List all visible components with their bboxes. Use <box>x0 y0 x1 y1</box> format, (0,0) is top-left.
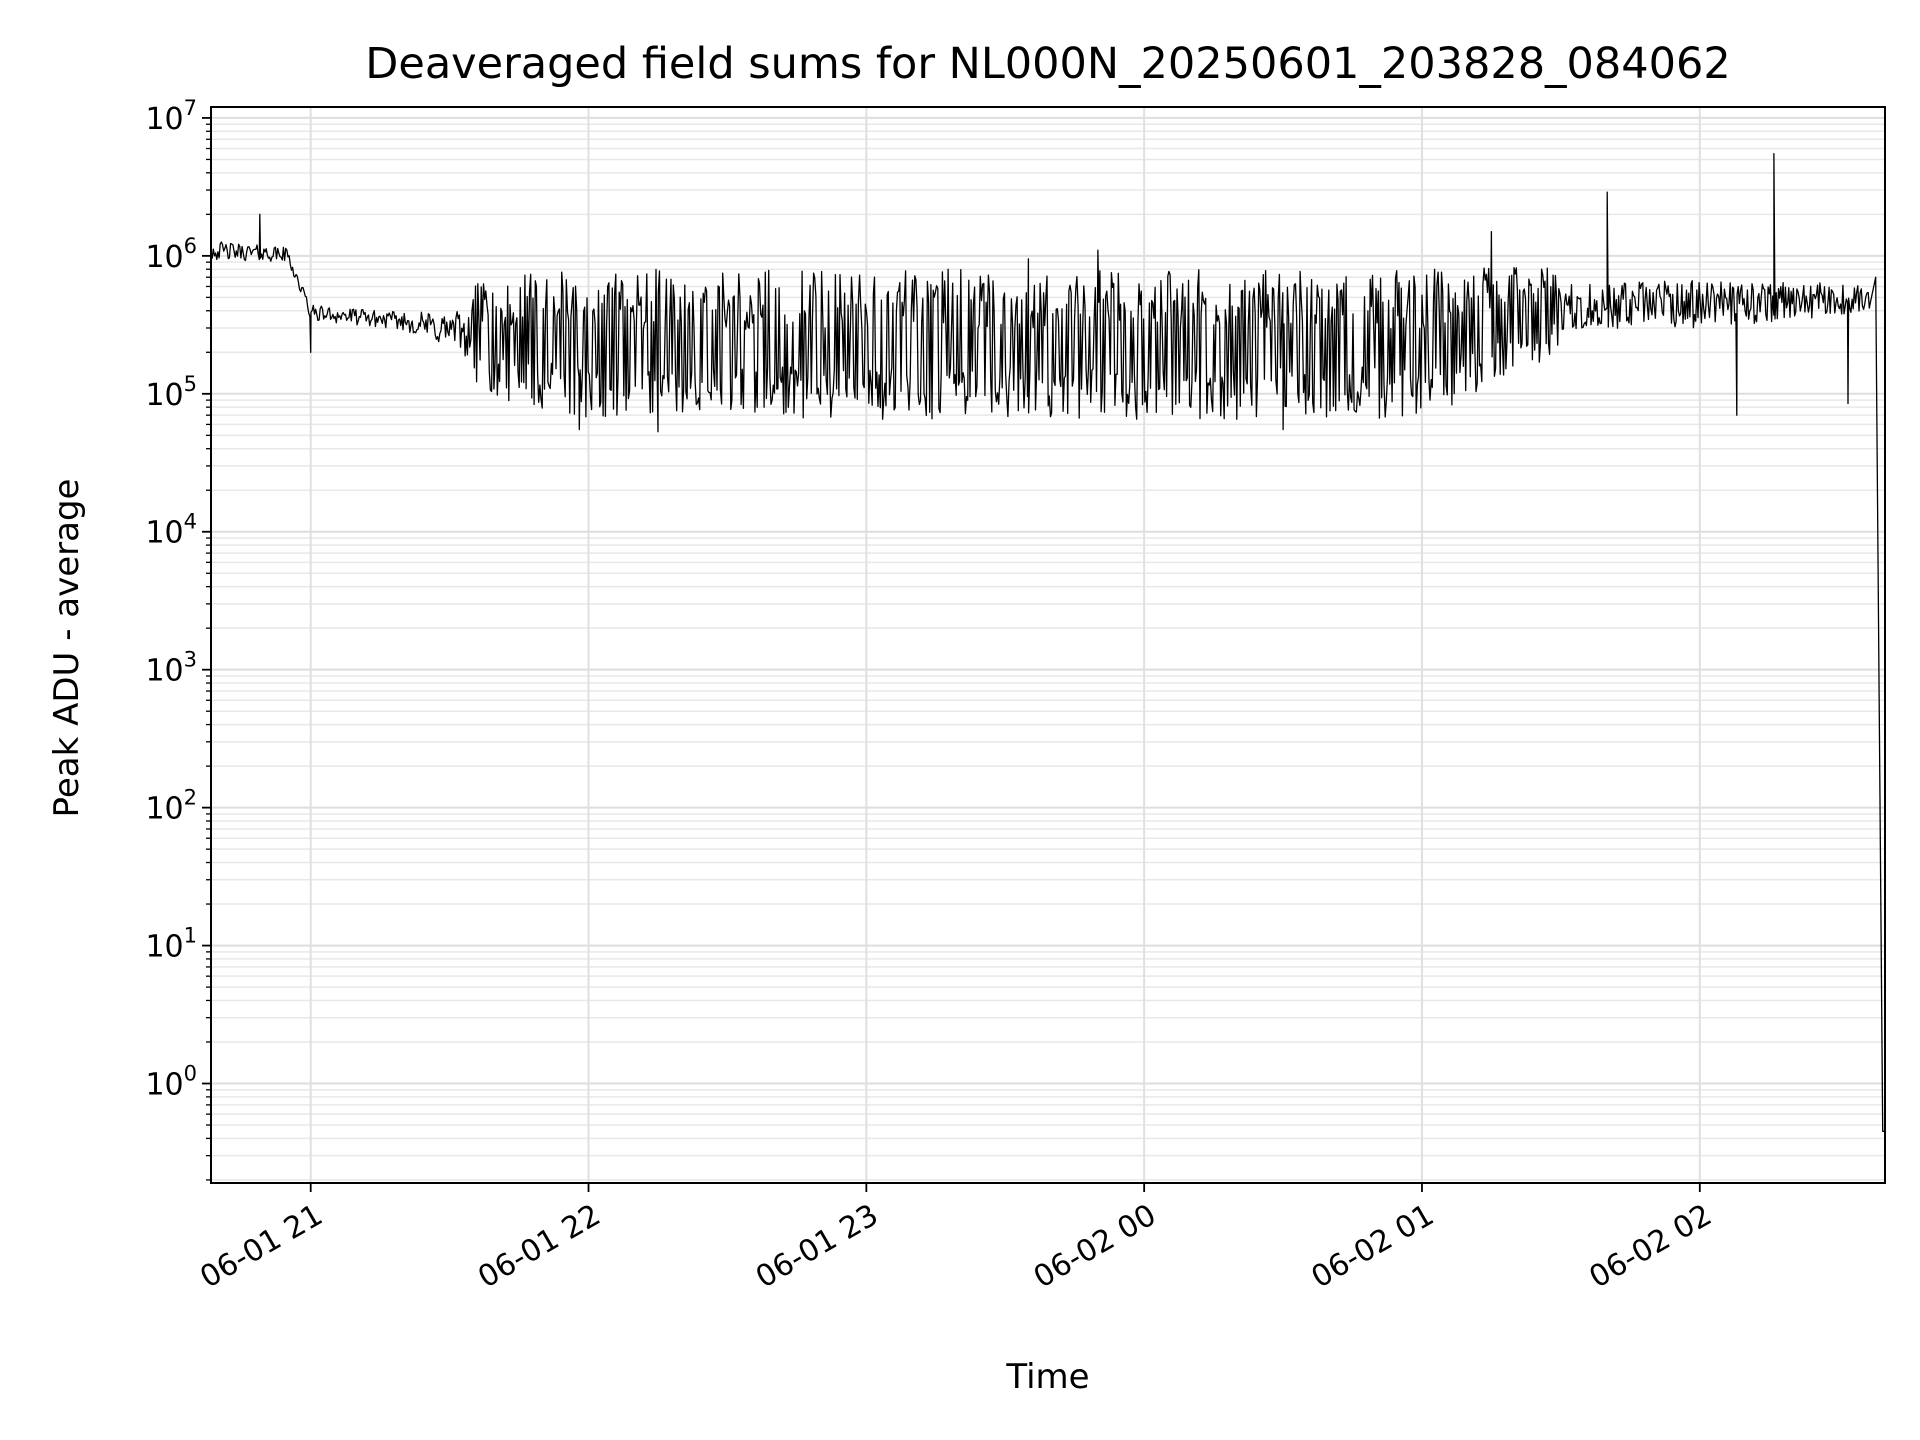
grid <box>211 107 1885 1183</box>
chart-title: Deaveraged field sums for NL000N_2025060… <box>365 39 1730 89</box>
y-tick-label: 103 <box>145 648 197 689</box>
y-tick-label: 106 <box>145 234 197 275</box>
plot-frame <box>210 106 1886 1184</box>
y-tick-label: 104 <box>145 510 197 551</box>
series-group <box>210 153 1885 1132</box>
x-axis-label: Time <box>1005 1357 1089 1397</box>
y-tick-label: 105 <box>145 372 197 413</box>
y-tick-label: 107 <box>145 96 197 137</box>
y-tick-label: 100 <box>145 1062 197 1103</box>
y-tick-label: 102 <box>145 786 197 827</box>
y-tick-label: 101 <box>145 924 197 965</box>
series-line <box>210 153 1885 1132</box>
y-axis-label: Peak ADU - average <box>47 479 87 818</box>
